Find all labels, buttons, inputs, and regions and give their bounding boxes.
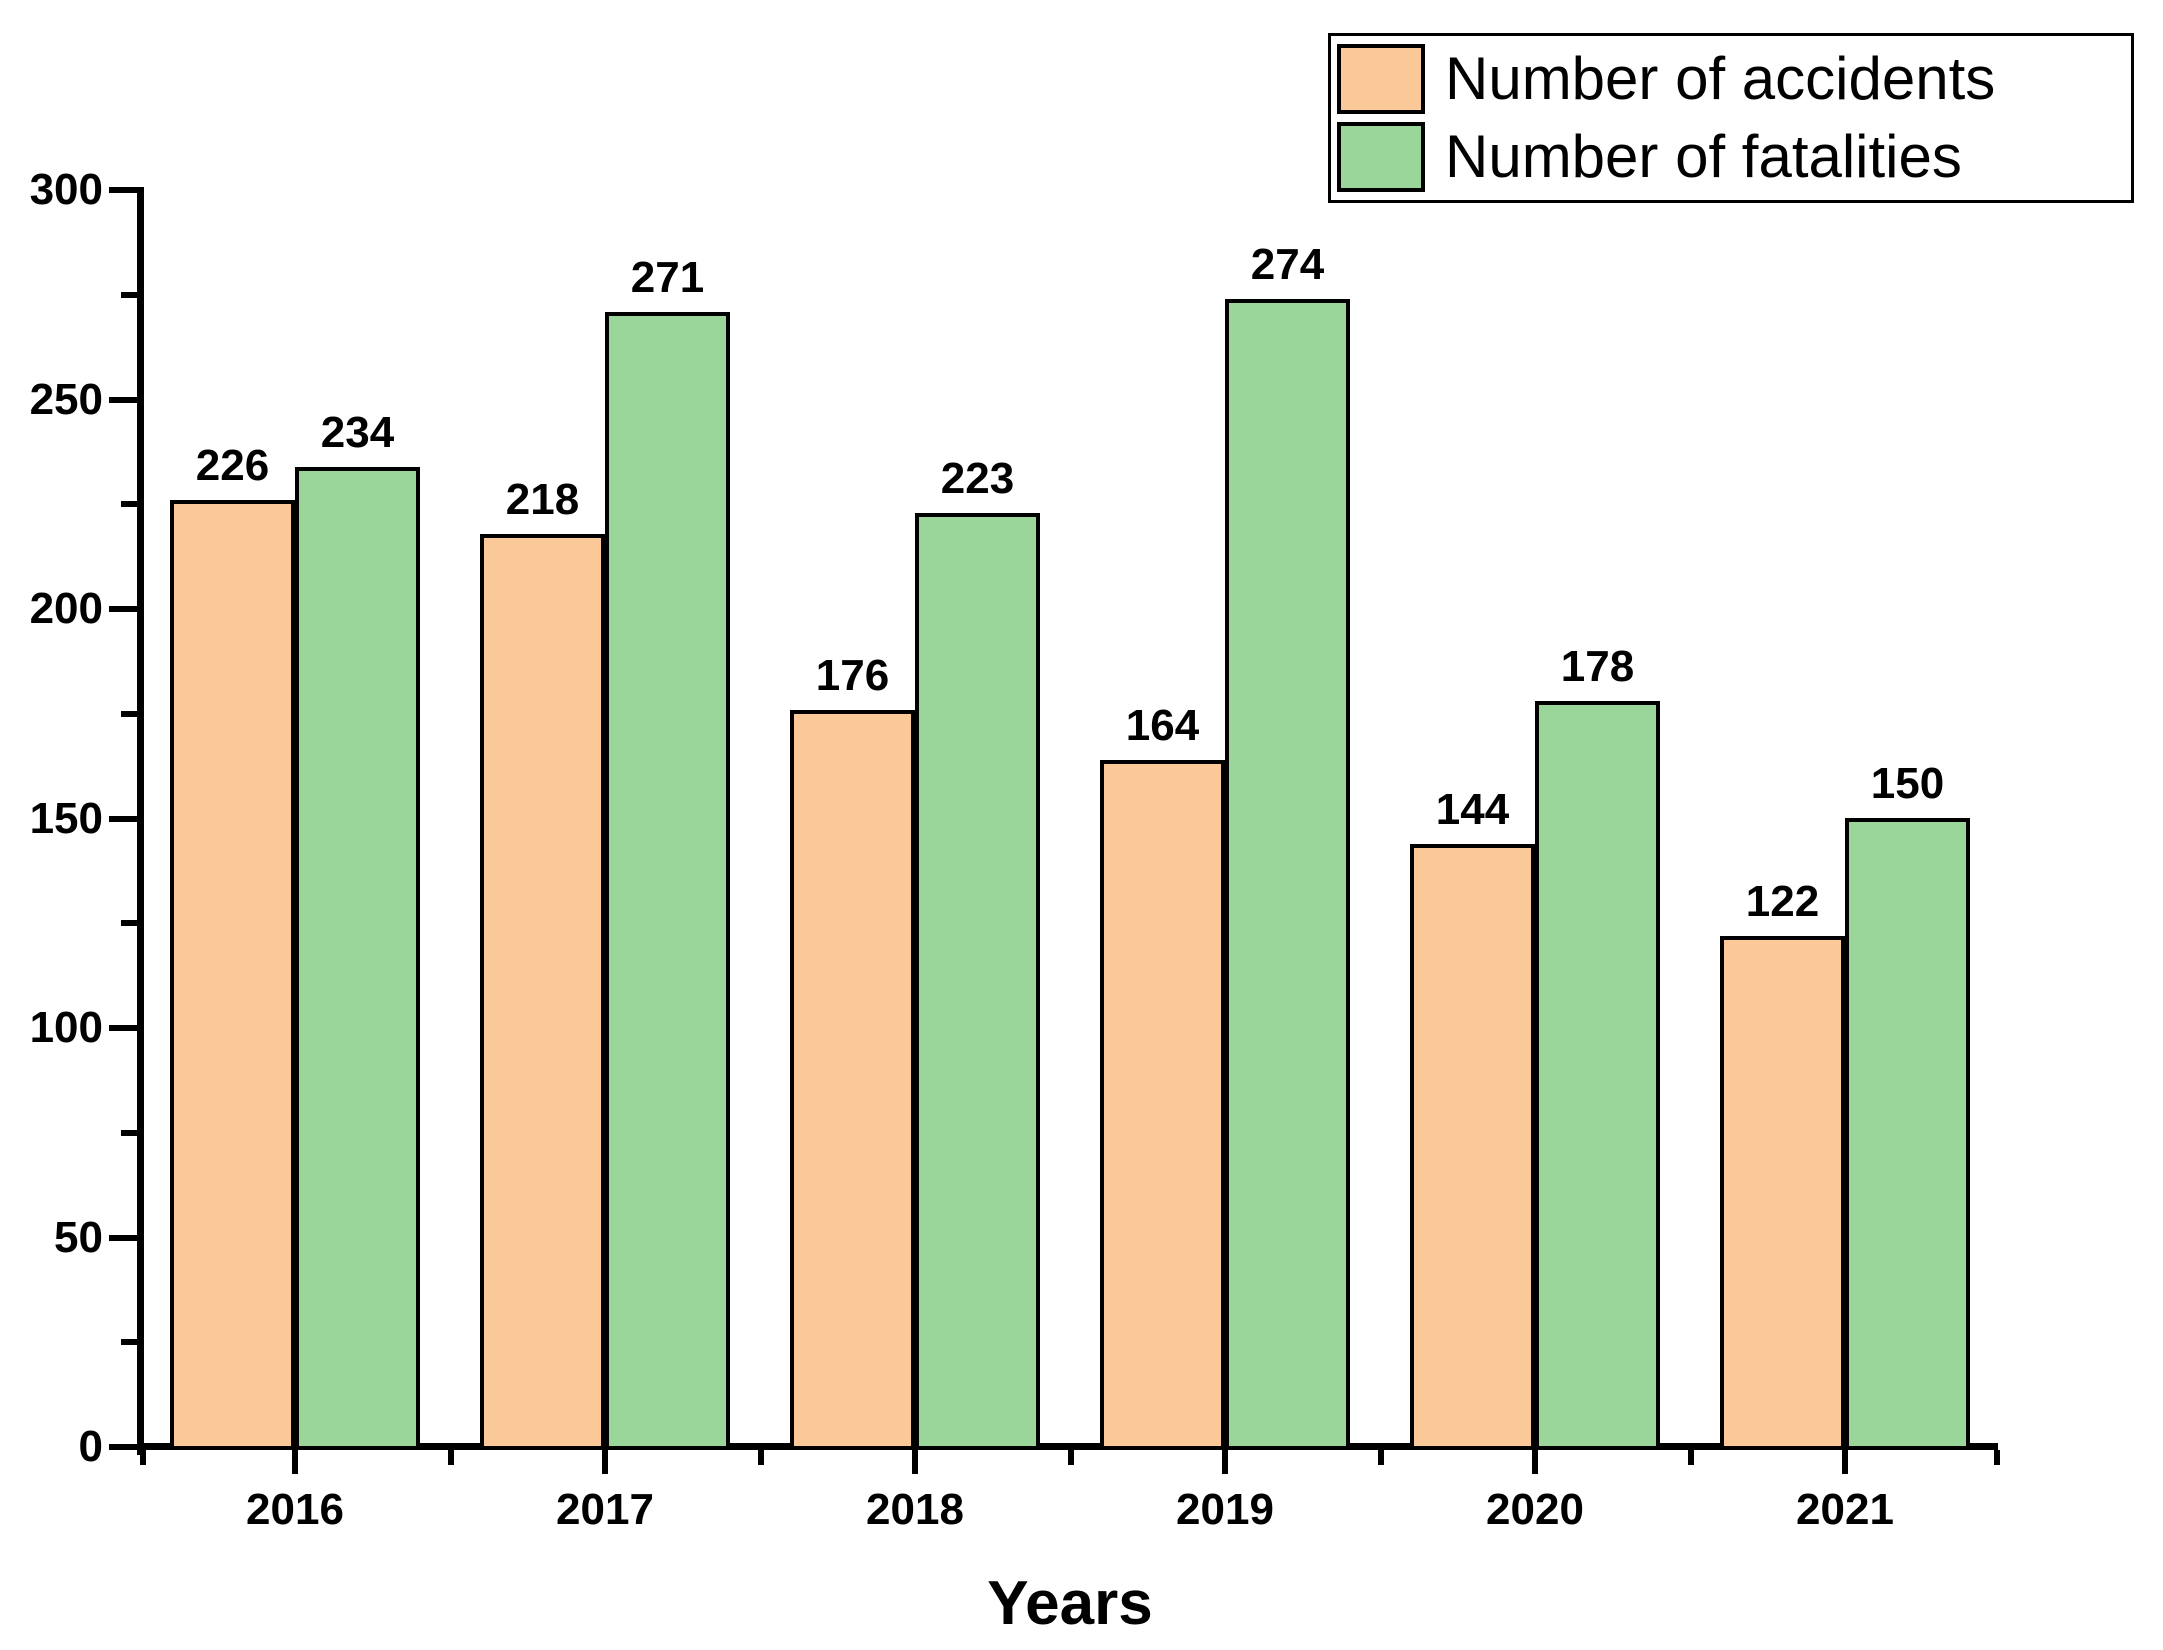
x-category-label: 2020 bbox=[1486, 1485, 1584, 1534]
y-minor-tick bbox=[121, 1129, 137, 1136]
bar-value-label: 164 bbox=[1125, 701, 1200, 750]
bar-value-label: 223 bbox=[940, 454, 1015, 503]
y-major-tick bbox=[109, 396, 137, 403]
bar-value-label: 178 bbox=[1560, 642, 1635, 691]
x-major-tick bbox=[1842, 1450, 1848, 1474]
legend-label-fatalities: Number of fatalities bbox=[1445, 122, 1962, 190]
y-minor-tick bbox=[121, 920, 137, 927]
bar-value-label: 144 bbox=[1435, 785, 1510, 834]
bar-fatalities-2019 bbox=[1225, 299, 1350, 1450]
bar-fatalities-2020 bbox=[1535, 701, 1660, 1450]
bar-accidents-2018 bbox=[790, 710, 915, 1450]
x-major-tick bbox=[1222, 1450, 1228, 1474]
x-axis-title: Years bbox=[987, 1569, 1153, 1638]
x-end-tick bbox=[140, 1450, 146, 1465]
y-minor-tick bbox=[121, 291, 137, 298]
bar-fatalities-2021 bbox=[1845, 818, 1970, 1450]
legend: Number of accidents Number of fatalities bbox=[1328, 33, 2134, 203]
x-minor-tick bbox=[758, 1450, 764, 1465]
x-minor-tick bbox=[1068, 1450, 1074, 1465]
y-major-tick bbox=[109, 606, 137, 612]
y-minor-tick bbox=[121, 501, 137, 508]
x-major-tick bbox=[602, 1450, 608, 1474]
x-minor-tick bbox=[1378, 1450, 1384, 1465]
y-major-tick bbox=[109, 187, 137, 193]
x-category-label: 2016 bbox=[246, 1485, 344, 1534]
y-major-tick bbox=[109, 1234, 137, 1241]
y-tick-label: 300 bbox=[29, 165, 103, 214]
bar-value-label: 218 bbox=[505, 475, 580, 524]
x-end-tick bbox=[1994, 1450, 2000, 1465]
y-tick-label: 200 bbox=[29, 584, 103, 633]
bar-fatalities-2018 bbox=[915, 513, 1040, 1450]
y-major-tick bbox=[109, 1444, 137, 1450]
x-category-label: 2018 bbox=[866, 1485, 964, 1534]
bar-fatalities-2017 bbox=[605, 312, 730, 1450]
x-major-tick bbox=[292, 1450, 298, 1474]
x-minor-tick bbox=[1688, 1450, 1694, 1465]
x-category-label: 2017 bbox=[556, 1485, 654, 1534]
bar-fatalities-2016 bbox=[295, 467, 420, 1450]
y-tick-label: 150 bbox=[29, 793, 103, 843]
y-tick-label: 250 bbox=[29, 374, 103, 424]
y-tick-label: 50 bbox=[54, 1212, 103, 1262]
bar-accidents-2021 bbox=[1720, 936, 1845, 1450]
y-axis-line bbox=[137, 187, 144, 1455]
bar-accidents-2020 bbox=[1410, 844, 1535, 1450]
y-tick-label: 0 bbox=[78, 1422, 103, 1471]
legend-item-accidents: Number of accidents bbox=[1337, 41, 2125, 117]
bar-value-label: 234 bbox=[320, 408, 395, 457]
bar-value-label: 122 bbox=[1745, 877, 1820, 926]
x-major-tick bbox=[912, 1450, 918, 1474]
bar-value-label: 274 bbox=[1250, 240, 1325, 289]
bar-value-label: 226 bbox=[195, 441, 270, 490]
legend-label-accidents: Number of accidents bbox=[1445, 45, 1996, 113]
bar-accidents-2016 bbox=[170, 500, 295, 1450]
bar-value-label: 271 bbox=[630, 253, 705, 302]
y-minor-tick bbox=[121, 1339, 137, 1346]
y-minor-tick bbox=[121, 710, 137, 717]
bar-value-label: 176 bbox=[815, 651, 890, 700]
legend-swatch-fatalities-icon bbox=[1337, 121, 1425, 192]
legend-item-fatalities: Number of fatalities bbox=[1337, 119, 2125, 195]
y-major-tick bbox=[109, 815, 137, 822]
x-category-label: 2021 bbox=[1796, 1485, 1894, 1534]
legend-swatch-accidents-icon bbox=[1337, 44, 1425, 115]
x-category-label: 2019 bbox=[1176, 1485, 1274, 1534]
bar-value-label: 150 bbox=[1870, 759, 1945, 808]
x-major-tick bbox=[1532, 1450, 1538, 1474]
x-minor-tick bbox=[448, 1450, 454, 1465]
x-axis-line bbox=[137, 1443, 1998, 1450]
bar-accidents-2017 bbox=[480, 534, 605, 1450]
y-tick-label: 100 bbox=[29, 1003, 103, 1052]
y-major-tick bbox=[109, 1025, 137, 1031]
bar-accidents-2019 bbox=[1100, 760, 1225, 1450]
